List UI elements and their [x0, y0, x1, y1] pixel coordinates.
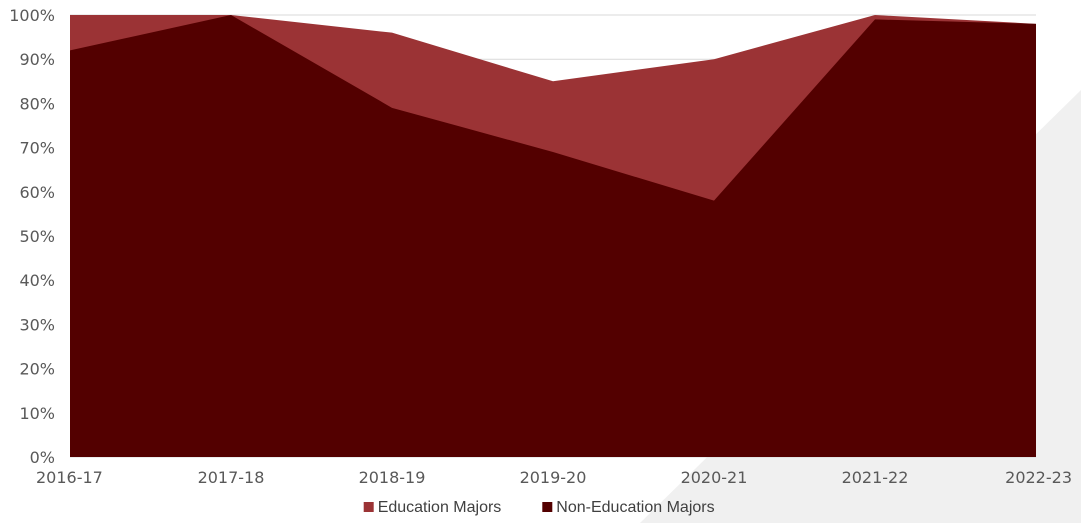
area-non-education-majors — [70, 15, 1036, 457]
y-tick-label: 50% — [19, 227, 55, 246]
y-tick-label: 80% — [19, 94, 55, 113]
legend-item-education-majors: Education Majors — [363, 499, 502, 516]
legend-swatch — [363, 502, 374, 512]
x-tick-label: 2022-23 — [1005, 468, 1072, 487]
y-tick-label: 20% — [19, 360, 55, 379]
x-tick-label: 2017-18 — [198, 468, 265, 487]
plot-areas — [70, 15, 1036, 457]
legend-label: Non-Education Majors — [556, 499, 714, 516]
x-tick-label: 2019-20 — [520, 468, 587, 487]
y-tick-label: 90% — [19, 50, 55, 69]
legend: Education Majors Non-Education Majors — [363, 499, 715, 516]
y-tick-label: 100% — [9, 6, 55, 25]
x-tick-label: 2021-22 — [842, 468, 909, 487]
y-tick-label: 60% — [19, 183, 55, 202]
y-tick-label: 10% — [19, 404, 55, 423]
x-tick-label: 2016-17 — [36, 468, 103, 487]
y-axis: 0% 10% 20% 30% 40% 50% 60% 70% 80% 90% 100% — [9, 6, 55, 467]
y-tick-label: 30% — [19, 315, 55, 334]
x-tick-label: 2018-19 — [359, 468, 426, 487]
x-axis: 2016-17 2017-18 2018-19 2019-20 2020-21 2021-… — [36, 468, 1072, 487]
legend-label: Education Majors — [378, 499, 502, 516]
x-tick-label: 2020-21 — [681, 468, 748, 487]
y-tick-label: 40% — [19, 271, 55, 290]
legend-swatch — [542, 502, 553, 512]
y-tick-label: 70% — [19, 139, 55, 158]
legend-item-non-education-majors: Non-Education Majors — [542, 499, 715, 516]
y-tick-label: 0% — [30, 448, 55, 467]
